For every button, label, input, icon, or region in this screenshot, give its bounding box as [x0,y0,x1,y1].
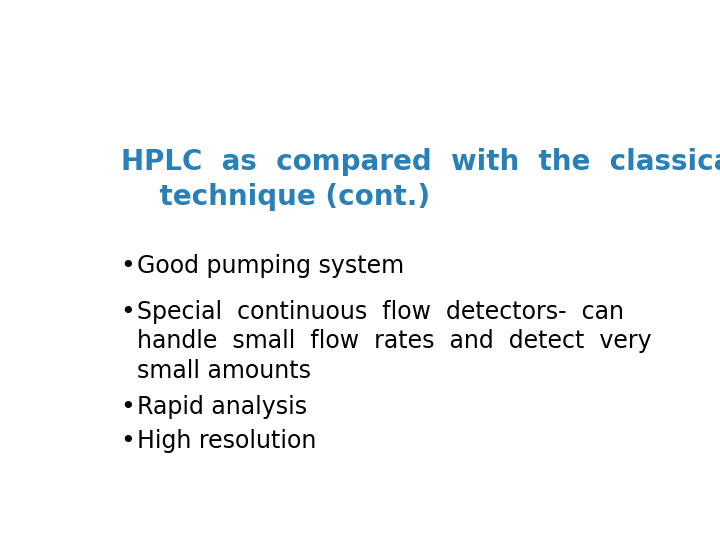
Text: High resolution: High resolution [138,429,317,453]
Text: •: • [121,300,135,323]
Text: •: • [121,429,135,453]
Text: •: • [121,254,135,278]
Text: Rapid analysis: Rapid analysis [138,395,307,420]
Text: Good pumping system: Good pumping system [138,254,405,278]
Text: Special  continuous  flow  detectors-  can
handle  small  flow  rates  and  dete: Special continuous flow detectors- can h… [138,300,652,383]
Text: HPLC  as  compared  with  the  classical
    technique (cont.): HPLC as compared with the classical tech… [121,148,720,211]
Text: •: • [121,395,135,420]
